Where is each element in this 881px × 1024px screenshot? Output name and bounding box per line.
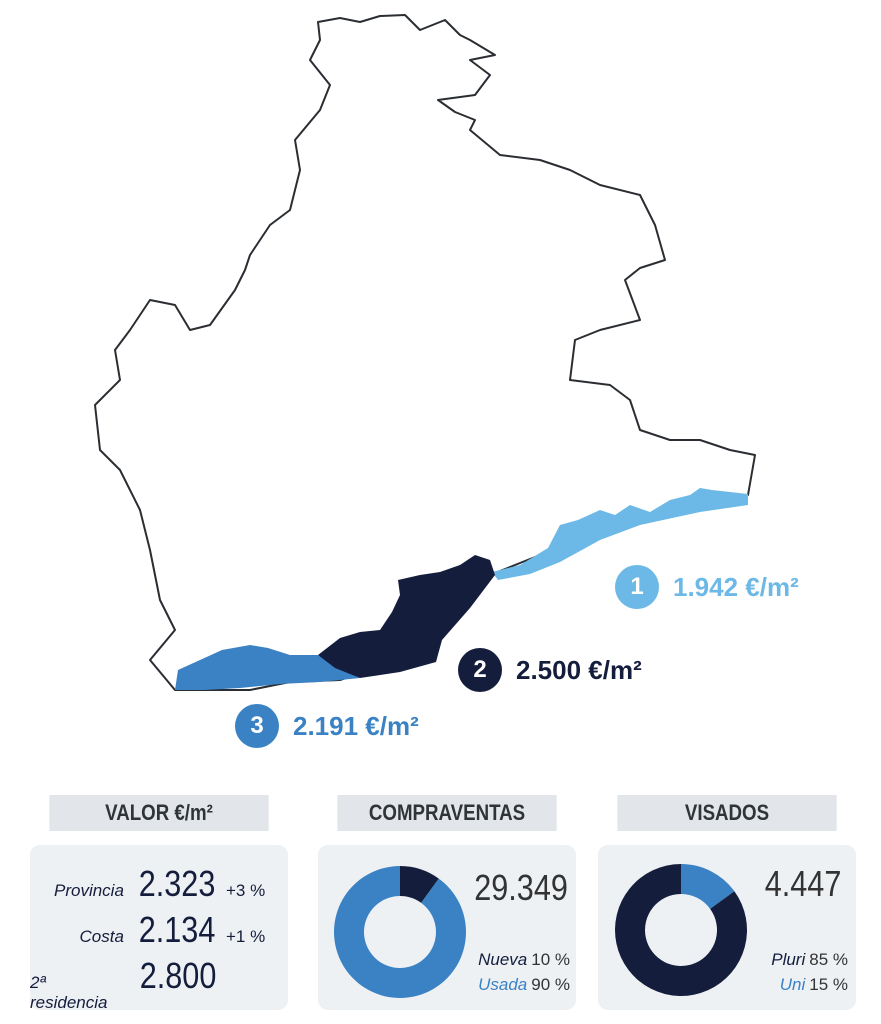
- valor-header: VALOR €/m²: [49, 795, 269, 831]
- donut-segment-uni: [681, 864, 735, 909]
- legend-label: Uni: [779, 975, 806, 994]
- row-label: Costa: [79, 927, 124, 946]
- visados-header: VISADOS: [617, 795, 837, 831]
- row-label: 2ª residencia: [30, 973, 108, 1012]
- donut-segment-usada: [334, 866, 466, 998]
- compraventas-total: 29.349: [474, 867, 568, 908]
- valor-card: Provincia 2.323 +3 % Costa 2.134 +1 % 2ª res…: [30, 845, 288, 1013]
- legend-pluri: Pluri 85 %: [771, 950, 848, 970]
- visados-total: 4.447: [764, 863, 842, 904]
- legend-pct: 85 %: [809, 950, 848, 969]
- donut-segment-pluri: [615, 864, 747, 996]
- zone-3-label: 3 2.191 €/m²: [235, 704, 419, 748]
- valor-row-costa: Costa 2.134 +1 %: [79, 909, 270, 951]
- row-value: 2.323: [138, 863, 216, 904]
- valor-row-provincia: Provincia 2.323 +3 %: [54, 863, 270, 905]
- valor-row-residencia: 2ª residencia 2.800: [30, 955, 270, 1013]
- legend-label: Nueva: [478, 950, 528, 969]
- compraventas-card: 29.349 Nueva 10 % Usada 90 %: [318, 845, 576, 1010]
- legend-label: Usada: [478, 975, 528, 994]
- zone-2-value: 2.500 €/m²: [516, 654, 642, 685]
- province-map: [94, 14, 756, 691]
- zone-2-badge: 2: [458, 648, 502, 692]
- zone-2-area: [318, 555, 495, 678]
- visados-donut: [615, 864, 747, 996]
- row-label: Provincia: [53, 881, 124, 900]
- compraventas-header: COMPRAVENTAS: [337, 795, 557, 831]
- legend-usada: Usada 90 %: [478, 975, 570, 995]
- legend-pct: 90 %: [531, 975, 570, 994]
- donut-segment-nueva: [400, 866, 439, 903]
- row-change: +3 %: [226, 881, 266, 900]
- zone-1-area: [492, 488, 748, 580]
- legend-pct: 15 %: [809, 975, 848, 994]
- zone-1-value: 1.942 €/m²: [673, 571, 799, 602]
- compraventas-donut: [334, 866, 466, 998]
- zone-2-label: 2 2.500 €/m²: [458, 648, 642, 692]
- legend-nueva: Nueva 10 %: [478, 950, 570, 970]
- zone-3-badge: 3: [235, 704, 279, 748]
- zone-1-label: 1 1.942 €/m²: [615, 565, 799, 609]
- zone-3-value: 2.191 €/m²: [293, 710, 419, 741]
- row-value: 2.800: [139, 955, 217, 996]
- visados-card: 4.447 Pluri 85 % Uni 15 %: [598, 845, 856, 1010]
- legend-label: Pluri: [771, 950, 806, 969]
- zone-1-badge: 1: [615, 565, 659, 609]
- legend-uni: Uni 15 %: [780, 975, 848, 995]
- row-change: +1 %: [226, 927, 266, 946]
- row-value: 2.134: [138, 909, 216, 950]
- legend-pct: 10 %: [531, 950, 570, 969]
- zone-3-area: [175, 645, 360, 690]
